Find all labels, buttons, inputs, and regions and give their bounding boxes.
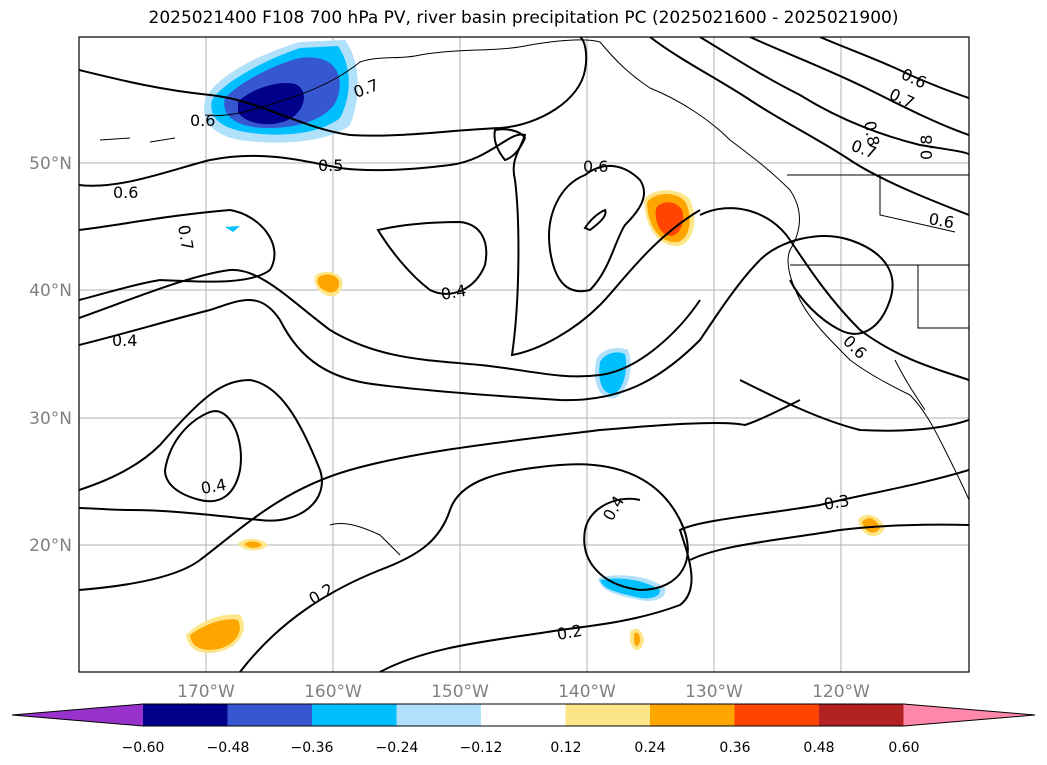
coastlines xyxy=(99,39,969,556)
map-frame xyxy=(78,36,970,673)
colorbar-segment xyxy=(650,704,735,726)
oregon-positive-anomaly xyxy=(644,190,695,247)
pv-contours xyxy=(79,37,969,672)
colorbar-extend-min xyxy=(12,704,143,726)
lat-label: 20°N xyxy=(29,536,72,556)
colorbar-tick-label: −0.36 xyxy=(291,740,334,756)
contour-label: 0.2 xyxy=(555,621,583,644)
alaska-negative-anomaly xyxy=(204,40,358,143)
lat-label: 50°N xyxy=(29,154,72,174)
lon-label: 160°W xyxy=(304,682,362,702)
colorbar-segment xyxy=(481,704,566,726)
lon-label: 150°W xyxy=(431,682,489,702)
colorbar-segment xyxy=(819,704,904,726)
colorbar-tick-label: 0.60 xyxy=(888,740,919,756)
latitude-labels: 50°N 40°N 30°N 20°N xyxy=(29,154,72,556)
map-panel: 0.6 0.7 0.5 0.6 0.7 0.4 0.4 0.6 0.7 0.8 … xyxy=(78,36,970,673)
contour-label: 0.4 xyxy=(199,475,227,498)
contour-label: 0.5 xyxy=(318,156,343,175)
colorbar-tick-label: 0.12 xyxy=(550,740,581,756)
colorbar-tick-label: −0.48 xyxy=(207,740,250,756)
colorbar-tick-label: −0.60 xyxy=(122,740,165,756)
colorbar-segment xyxy=(734,704,820,726)
colorbar-tick-label: 0.48 xyxy=(803,740,834,756)
colorbar-segment xyxy=(396,704,482,726)
colorbar xyxy=(11,703,1036,727)
colorbar-tick-labels: −0.60 −0.48 −0.36 −0.24 −0.12 0.12 0.24 … xyxy=(122,740,920,756)
contour-label: 0.6 xyxy=(190,111,215,130)
map-title: 2025021400 F108 700 hPa PV, river basin … xyxy=(148,8,899,28)
lat-label: 30°N xyxy=(29,409,72,429)
colorbar-segment xyxy=(227,704,313,726)
lon-label: 130°W xyxy=(685,682,743,702)
precip-anomaly-shading xyxy=(186,40,885,654)
colorbar-segment xyxy=(312,704,397,726)
contour-label: 0.3 xyxy=(822,491,850,514)
lon-label: 170°W xyxy=(177,682,235,702)
colorbar-tick-label: 0.24 xyxy=(634,740,665,756)
contour-label: 0.8 xyxy=(917,135,936,160)
colorbar-outline xyxy=(11,703,1036,727)
contour-label: 0.6 xyxy=(927,209,955,232)
colorbar-segment xyxy=(565,704,651,726)
lon-label: 140°W xyxy=(558,682,616,702)
colorbar-extend-max xyxy=(903,704,1035,726)
longitude-labels: 170°W 160°W 150°W 140°W 130°W 120°W xyxy=(177,682,870,702)
colorbar-segment xyxy=(143,704,228,726)
colorbar-tick-label: −0.12 xyxy=(460,740,503,756)
lon-label: 120°W xyxy=(812,682,870,702)
contour-label: 0.6 xyxy=(113,183,138,202)
contour-label: 0.8 xyxy=(860,119,883,147)
colorbar-tick-label: 0.36 xyxy=(719,740,750,756)
contour-label: 0.4 xyxy=(439,281,467,304)
contour-labels: 0.6 0.7 0.5 0.6 0.7 0.4 0.4 0.6 0.7 0.8 … xyxy=(112,64,956,644)
small-negative-anomaly-44n xyxy=(225,226,240,232)
contour-label: 0.4 xyxy=(112,331,137,350)
lat-label: 40°N xyxy=(29,281,72,301)
colorbar-tick-label: −0.24 xyxy=(376,740,419,756)
contour-label: 0.7 xyxy=(174,223,197,251)
contour-label: 0.6 xyxy=(583,157,608,176)
